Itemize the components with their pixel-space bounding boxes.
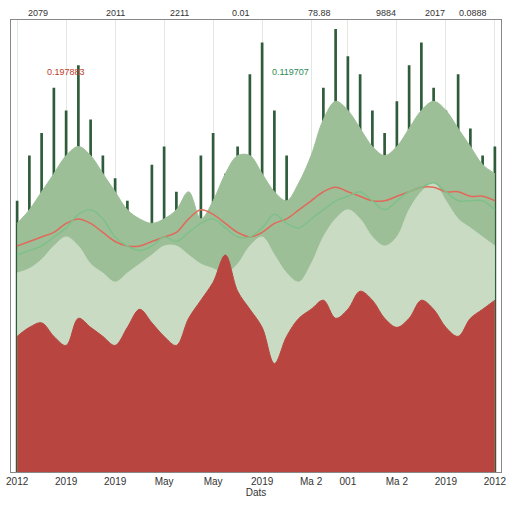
svg-text:Dats: Dats: [246, 487, 267, 498]
svg-text:0.01: 0.01: [232, 8, 250, 18]
svg-text:2019: 2019: [104, 476, 127, 487]
svg-text:2019: 2019: [55, 476, 78, 487]
svg-text:2017: 2017: [425, 8, 445, 18]
svg-text:2019: 2019: [435, 476, 458, 487]
svg-text:2079: 2079: [28, 8, 48, 18]
svg-text:2211: 2211: [170, 8, 189, 18]
svg-text:0.0888: 0.0888: [459, 8, 487, 18]
svg-text:2019: 2019: [251, 476, 274, 487]
svg-text:2012: 2012: [6, 476, 29, 487]
svg-text:0.197883: 0.197883: [47, 67, 85, 77]
svg-text:2012: 2012: [484, 476, 507, 487]
svg-text:78.88: 78.88: [308, 8, 331, 18]
svg-text:Ma 2: Ma 2: [300, 476, 323, 487]
svg-text:May: May: [155, 476, 174, 487]
svg-text:Ma 2: Ma 2: [386, 476, 409, 487]
svg-text:9884: 9884: [376, 8, 396, 18]
svg-text:001: 001: [340, 476, 357, 487]
svg-text:2011: 2011: [106, 8, 125, 18]
svg-text:0.119707: 0.119707: [272, 67, 309, 77]
svg-text:May: May: [204, 476, 223, 487]
